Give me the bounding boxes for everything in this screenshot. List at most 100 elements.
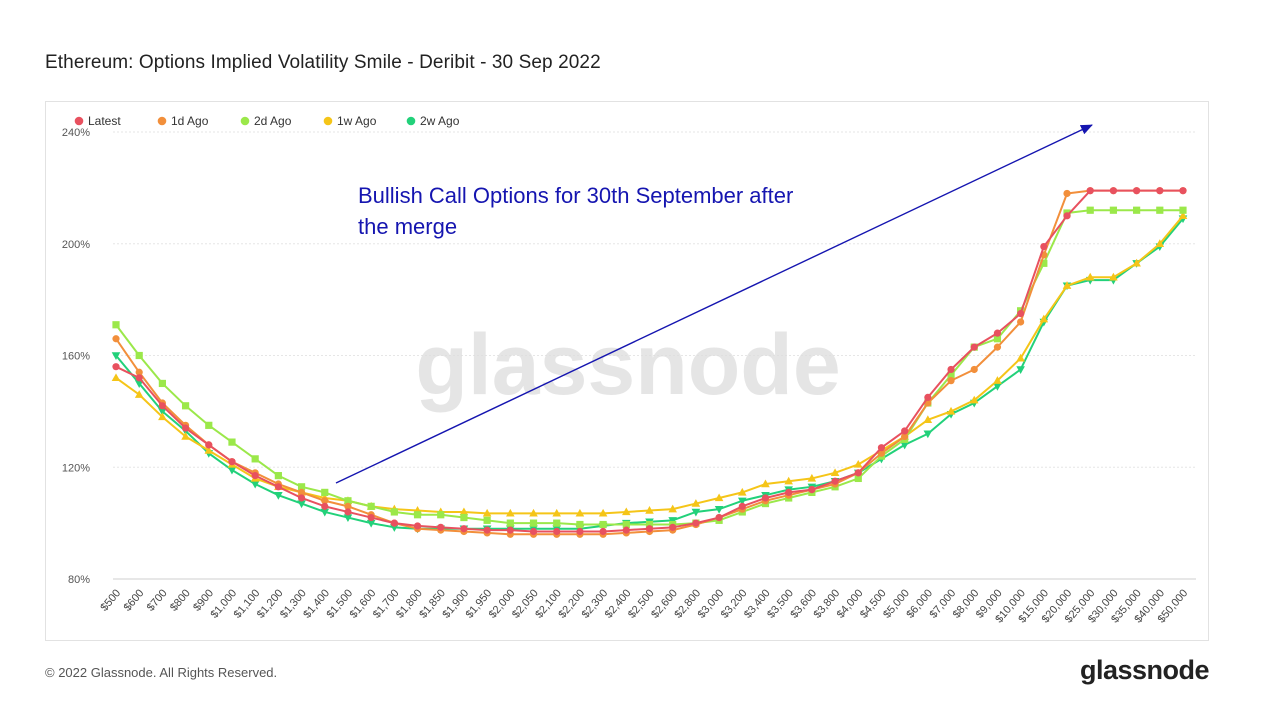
- data-point-2d-ago: [854, 474, 862, 483]
- data-point-1d-ago: [947, 377, 955, 385]
- data-point-2d-ago: [205, 421, 213, 429]
- data-point-latest: [506, 526, 514, 534]
- y-tick-label: 80%: [68, 574, 90, 586]
- data-point-latest: [251, 472, 259, 480]
- data-point-1d-ago: [112, 335, 120, 343]
- data-point-latest: [924, 393, 932, 402]
- data-point-latest: [877, 444, 886, 452]
- data-point-1d-ago: [1063, 189, 1071, 198]
- data-point-latest: [993, 329, 1002, 337]
- data-point-latest: [413, 522, 422, 530]
- data-point-1w-ago: [622, 507, 631, 516]
- data-point-2d-ago: [599, 520, 607, 529]
- glassnode-logo[interactable]: glassnode: [1079, 655, 1210, 685]
- data-point-latest: [715, 513, 723, 522]
- copyright-text: © 2022 Glassnode. All Rights Reserved.: [45, 665, 278, 680]
- data-point-1d-ago: [1017, 318, 1025, 326]
- legend-label-1d-ago: 1d Ago: [171, 114, 209, 128]
- data-point-latest: [390, 519, 398, 527]
- data-point-1w-ago: [1062, 281, 1072, 289]
- data-point-1w-ago: [830, 468, 840, 477]
- data-point-latest: [1017, 309, 1025, 318]
- legend-label-1w-ago: 1w Ago: [337, 114, 377, 128]
- data-point-latest: [158, 402, 166, 410]
- data-point-1d-ago: [993, 343, 1002, 351]
- data-point-1w-ago: [645, 506, 654, 514]
- data-point-1w-ago: [1109, 272, 1118, 281]
- data-point-2w-ago: [714, 505, 724, 514]
- data-point-1w-ago: [575, 508, 585, 517]
- data-point-1w-ago: [1132, 258, 1141, 267]
- data-point-2d-ago: [437, 511, 445, 519]
- data-point-2w-ago: [737, 497, 747, 506]
- data-point-1w-ago: [1155, 239, 1165, 247]
- data-point-latest: [576, 527, 584, 536]
- data-point-latest: [1086, 187, 1094, 195]
- data-point-1w-ago: [459, 507, 469, 516]
- annotation-text: Bullish Call Options for 30th September …: [358, 183, 793, 208]
- legend-label-latest: Latest: [88, 114, 121, 128]
- legend-label-2w-ago: 2w Ago: [420, 114, 460, 128]
- data-point-2d-ago: [135, 351, 143, 360]
- data-point-latest: [321, 502, 329, 510]
- data-point-2w-ago: [320, 508, 330, 517]
- data-point-latest: [947, 365, 955, 374]
- data-point-1w-ago: [506, 508, 515, 517]
- data-point-latest: [854, 469, 862, 477]
- data-point-2d-ago: [506, 519, 514, 527]
- data-point-2d-ago: [1179, 206, 1187, 214]
- data-point-2d-ago: [1133, 206, 1141, 214]
- data-point-latest: [1109, 187, 1118, 195]
- legend-label-2d-ago: 2d Ago: [254, 114, 292, 128]
- data-point-2w-ago: [900, 441, 909, 450]
- data-point-latest: [135, 374, 143, 382]
- data-point-latest: [344, 508, 352, 516]
- legend-marker-1d-ago: [157, 116, 167, 126]
- data-point-1w-ago: [714, 493, 724, 502]
- x-tick-label: $700: [145, 587, 170, 613]
- data-point-2d-ago: [1086, 206, 1094, 214]
- data-point-1d-ago: [901, 432, 909, 441]
- data-point-1d-ago: [297, 488, 306, 496]
- data-point-2d-ago: [297, 483, 306, 491]
- data-point-1w-ago: [111, 373, 121, 382]
- data-point-latest: [112, 363, 120, 371]
- annotation-arrow: [335, 124, 1093, 484]
- data-point-2d-ago: [181, 402, 190, 410]
- chart-title: Ethereum: Options Implied Volatility Smi…: [45, 52, 601, 73]
- y-tick-label: 200%: [62, 239, 90, 251]
- data-point-1w-ago: [853, 459, 863, 468]
- legend-marker-latest: [74, 116, 84, 126]
- watermark-text: glassnode: [415, 317, 840, 413]
- data-point-2w-ago: [390, 524, 399, 532]
- data-point-1w-ago: [181, 432, 190, 440]
- data-point-2d-ago: [390, 508, 398, 516]
- data-point-1w-ago: [807, 473, 817, 482]
- data-point-latest: [761, 494, 770, 502]
- data-point-2w-ago: [343, 514, 353, 523]
- data-point-2w-ago: [691, 508, 701, 517]
- data-point-latest: [460, 525, 468, 533]
- x-tick-label: $800: [168, 587, 193, 613]
- y-tick-label: 240%: [62, 127, 90, 139]
- data-point-2w-ago: [1016, 366, 1025, 374]
- data-point-latest: [622, 526, 630, 534]
- data-point-1w-ago: [691, 499, 701, 507]
- data-point-1w-ago: [204, 445, 214, 454]
- data-point-latest: [1040, 242, 1048, 251]
- data-point-2d-ago: [993, 335, 1002, 343]
- data-point-1w-ago: [134, 390, 144, 398]
- annotation-text: the merge: [358, 214, 457, 239]
- data-point-2d-ago: [158, 379, 166, 388]
- data-point-latest: [483, 526, 491, 534]
- data-point-latest: [692, 519, 700, 527]
- data-point-latest: [645, 525, 654, 533]
- data-point-2d-ago: [645, 520, 654, 529]
- data-point-1w-ago: [969, 395, 979, 404]
- data-point-latest: [1179, 187, 1187, 195]
- data-point-2w-ago: [227, 466, 237, 475]
- data-point-2d-ago: [1109, 206, 1118, 214]
- data-point-1w-ago: [158, 412, 167, 421]
- data-point-latest: [274, 483, 282, 491]
- data-point-latest: [970, 343, 978, 351]
